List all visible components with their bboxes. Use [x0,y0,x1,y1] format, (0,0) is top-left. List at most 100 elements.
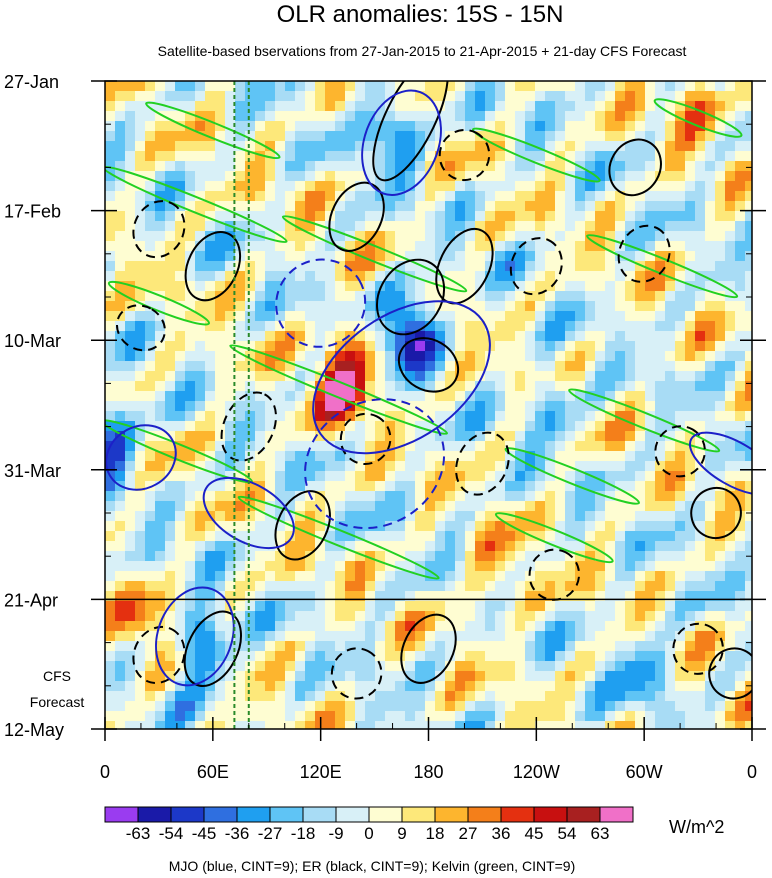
heatmap-cell [245,621,256,632]
heatmap-cell [255,511,266,522]
heatmap-cell [265,101,276,112]
heatmap-cell [585,621,596,632]
heatmap-cell [335,421,346,432]
heatmap-cell [365,251,376,262]
heatmap-cell [185,221,196,232]
heatmap-cell [385,401,396,412]
heatmap-cell [305,601,316,612]
heatmap-cell [115,181,126,192]
heatmap-cell [125,81,136,92]
heatmap-cell [185,481,196,492]
heatmap-cell [345,461,356,472]
heatmap-cell [255,621,266,632]
heatmap-cell [255,91,266,102]
heatmap-cell [245,251,256,262]
heatmap-cell [345,721,356,729]
heatmap-cell [725,661,736,672]
heatmap-cell [665,371,676,382]
heatmap-cell [615,371,626,382]
heatmap-cell [705,361,716,372]
heatmap-cell [675,311,686,322]
heatmap-cell [135,571,146,582]
heatmap-cell [395,181,406,192]
heatmap-cell [235,551,246,562]
heatmap-cell [565,241,576,252]
heatmap-cell [555,711,566,722]
heatmap-cell [735,281,746,292]
heatmap-cell [465,531,476,542]
heatmap-cell [695,401,706,412]
heatmap-cell [395,481,406,492]
heatmap-cell [735,311,746,322]
heatmap-cell [705,141,716,152]
heatmap-cell [605,481,616,492]
heatmap-cell [215,211,226,222]
heatmap-cell [555,241,566,252]
heatmap-cell [185,411,196,422]
heatmap-cell [145,411,156,422]
kelvin-contour [145,101,281,160]
heatmap-cell [615,431,626,442]
heatmap-cell [565,91,576,102]
heatmap-cell [575,461,586,472]
heatmap-cell [455,471,466,482]
heatmap-cell [465,661,476,672]
heatmap-cell [635,531,646,542]
heatmap-cell [565,211,576,222]
heatmap-cell [675,701,686,712]
heatmap-cell [395,261,406,272]
heatmap-cell [495,581,506,592]
heatmap-cell [385,321,396,332]
heatmap-cell [245,561,256,572]
heatmap-cell [225,91,236,102]
heatmap-cell [745,381,752,392]
heatmap-cell [645,261,656,272]
heatmap-cell [725,581,736,592]
er-contour [708,647,752,700]
heatmap-cell [545,201,556,212]
heatmap-cell [355,681,366,692]
heatmap-cell [205,381,216,392]
heatmap-cell [235,381,246,392]
heatmap-cell [125,501,136,512]
heatmap-cell [535,471,546,482]
heatmap-cell [455,131,466,142]
heatmap-cell [505,141,516,152]
heatmap-cell [265,241,276,252]
heatmap-cell [645,461,656,472]
heatmap-cell [545,401,556,412]
heatmap-cell [575,311,586,322]
heatmap-cell [645,541,656,552]
heatmap-cell [255,671,266,682]
heatmap-cell [575,131,586,142]
heatmap-cell [295,91,306,102]
heatmap-cell [715,381,726,392]
heatmap-cell [195,341,206,352]
heatmap-cell [345,451,356,462]
heatmap-cell [545,391,556,402]
heatmap-cell [335,631,346,642]
heatmap-cell [265,251,276,262]
heatmap-cell [155,331,166,342]
heatmap-cell [195,251,206,262]
heatmap-cell [145,181,156,192]
heatmap-cell [725,381,736,392]
heatmap-cell [265,201,276,212]
heatmap-cell [605,441,616,452]
heatmap-cell [555,471,566,482]
heatmap-cell [625,641,636,652]
heatmap-cell [235,171,246,182]
heatmap-cell [415,281,426,292]
heatmap-cell [685,701,696,712]
heatmap-cell [575,511,586,522]
heatmap-cell [305,721,316,729]
heatmap-cell [145,581,156,592]
heatmap-cell [335,721,346,729]
heatmap-cell [685,491,696,502]
heatmap-cell [555,541,566,552]
heatmap-cell [175,231,186,242]
heatmap-cell [105,581,116,592]
heatmap-cell [695,201,706,212]
heatmap-cell [505,161,516,172]
heatmap-cell [385,181,396,192]
